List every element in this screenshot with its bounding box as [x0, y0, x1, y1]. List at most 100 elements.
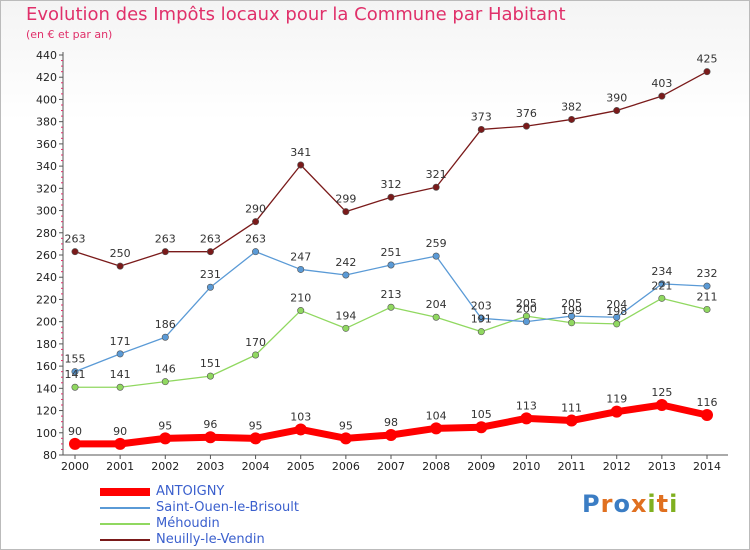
- data-point: [206, 248, 214, 256]
- y-tick-label: 360: [36, 138, 57, 151]
- x-tick-label: 2006: [332, 460, 360, 473]
- data-point: [71, 248, 79, 256]
- data-point: [658, 280, 666, 288]
- x-axis-ticks: 2000 2001 2002 2003 2004 2005 2006 2007 2008 2009…: [61, 460, 721, 473]
- logo-letter: o: [613, 490, 631, 518]
- data-label: 200: [516, 303, 537, 316]
- data-label: 116: [697, 396, 718, 409]
- data-label: 191: [471, 313, 492, 326]
- y-tick-label: 180: [36, 338, 57, 351]
- data-label: 204: [426, 298, 447, 311]
- y-tick-label: 140: [36, 382, 57, 395]
- y-tick-label: 240: [36, 271, 57, 284]
- legend-swatch: [100, 507, 150, 509]
- data-point: [69, 437, 81, 450]
- legend-swatch: [100, 523, 150, 525]
- data-point: [432, 313, 440, 321]
- x-tick-label: 2012: [603, 460, 631, 473]
- data-label: 194: [335, 309, 356, 322]
- data-point: [339, 432, 352, 445]
- logo-letter: i: [669, 490, 679, 518]
- x-tick-label: 2005: [287, 460, 315, 473]
- data-label: 373: [471, 110, 492, 123]
- data-label: 186: [155, 318, 176, 331]
- data-point: [297, 161, 305, 169]
- logo-letter: t: [656, 490, 670, 518]
- data-point: [116, 383, 124, 391]
- y-tick-label: 440: [36, 49, 57, 62]
- data-label: 259: [426, 237, 447, 250]
- data-label: 221: [651, 279, 672, 292]
- data-point: [613, 313, 621, 321]
- data-label: 146: [155, 363, 176, 376]
- x-tick-label: 2013: [648, 460, 676, 473]
- series-group: [69, 68, 713, 450]
- legend-item: Méhoudin: [100, 516, 360, 532]
- data-label: 263: [200, 233, 221, 246]
- legend-label: Méhoudin: [156, 516, 220, 531]
- legend: ANTOIGNY Saint-Ouen-le-Brisoult Méhoudin Ne…: [100, 484, 360, 548]
- data-point: [387, 193, 395, 201]
- data-label: 211: [697, 290, 718, 303]
- data-point: [387, 261, 395, 269]
- data-point: [116, 262, 124, 270]
- data-point: [477, 125, 485, 133]
- data-point: [161, 248, 169, 256]
- data-point: [342, 271, 350, 279]
- data-label: 90: [113, 425, 127, 438]
- data-label: 210: [290, 292, 311, 305]
- data-point: [71, 383, 79, 391]
- data-label: 376: [516, 107, 537, 120]
- data-label: 104: [426, 409, 447, 422]
- data-label: 382: [561, 100, 582, 113]
- data-point: [116, 350, 124, 358]
- data-point: [568, 312, 576, 320]
- data-point: [655, 399, 668, 411]
- data-label: 321: [426, 168, 447, 181]
- y-tick-label: 380: [36, 116, 57, 129]
- data-point: [658, 92, 666, 100]
- x-tick-label: 2014: [693, 460, 721, 473]
- data-label: 312: [381, 178, 402, 191]
- y-axis-ticks: 80 100 120 140 160 180 200 220 240 260 280 300 320 34…: [36, 49, 57, 462]
- data-point: [252, 248, 260, 256]
- data-point: [206, 283, 214, 291]
- data-label: 205: [561, 297, 582, 310]
- data-point: [294, 423, 307, 436]
- logo-letter: P: [582, 490, 601, 518]
- data-label: 151: [200, 357, 221, 370]
- data-point: [114, 437, 127, 450]
- legend-label: Saint-Ouen-le-Brisoult: [156, 500, 300, 515]
- logo-letter: i: [647, 490, 657, 518]
- data-label: 204: [606, 298, 627, 311]
- data-point: [342, 324, 350, 332]
- data-point: [522, 122, 530, 130]
- data-label: 231: [200, 268, 221, 281]
- data-label: 111: [561, 402, 582, 415]
- data-label: 198: [606, 305, 627, 318]
- data-point: [206, 372, 214, 380]
- data-point: [701, 409, 713, 421]
- x-tick-label: 2001: [106, 460, 134, 473]
- data-point: [568, 115, 576, 123]
- legend-swatch: [100, 488, 150, 496]
- y-tick-label: 340: [36, 160, 57, 173]
- x-tick-label: 2000: [61, 460, 89, 473]
- data-label: 234: [651, 265, 672, 278]
- data-label: 242: [335, 256, 356, 269]
- data-label: 263: [65, 233, 86, 246]
- data-label: 125: [651, 386, 672, 399]
- y-tick-label: 80: [43, 449, 57, 462]
- data-point: [161, 333, 169, 341]
- data-point: [613, 107, 621, 115]
- data-point: [385, 429, 397, 441]
- y-tick-label: 160: [36, 360, 57, 373]
- data-point: [703, 282, 711, 290]
- x-tick-label: 2007: [377, 460, 405, 473]
- y-tick-label: 260: [36, 249, 57, 262]
- chart-title: Evolution des Impôts locaux pour la Comm…: [26, 4, 566, 25]
- data-point: [159, 432, 172, 445]
- x-tick-label: 2004: [242, 460, 270, 473]
- y-tick-label: 420: [36, 71, 57, 84]
